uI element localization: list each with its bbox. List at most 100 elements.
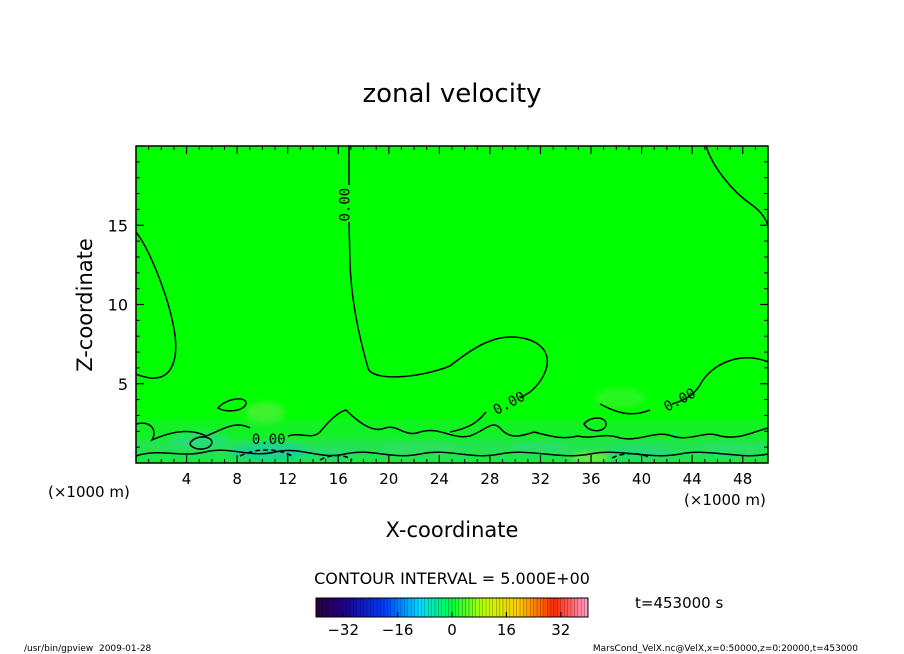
contour-left-lobe [136, 231, 177, 379]
colorbar-cell [537, 598, 541, 617]
colorbar-cell [533, 598, 538, 617]
x-units-left: (×1000 m) [48, 483, 130, 501]
x-tick-label: 4 [182, 470, 192, 488]
x-units-right: (×1000 m) [684, 491, 766, 509]
colorbar-cell [421, 598, 426, 617]
footer-left: /usr/bin/gpview 2009-01-28 [24, 644, 152, 654]
colorbar-cell [438, 598, 443, 617]
colorbar-cell [550, 598, 555, 617]
colorbar-cell [452, 598, 456, 617]
colorbar-cell [540, 598, 545, 617]
colorbar-cell [472, 598, 477, 617]
colorbar-cell [350, 598, 354, 617]
colorbar-tick-label: 0 [447, 621, 457, 639]
x-tick-label: 12 [278, 470, 297, 488]
colorbar-cell [377, 598, 381, 617]
colorbar-cell [414, 598, 419, 617]
contour-small-loop-2 [583, 417, 607, 432]
x-tick-label: 36 [581, 470, 600, 488]
colorbar-cell [363, 598, 368, 617]
colorbar-cell [411, 598, 415, 617]
colorbar-ticks: −32 −16 0 16 32 [327, 612, 570, 639]
chart-title: zonal velocity [362, 79, 541, 109]
colorbar-cell [506, 598, 511, 617]
colorbar-cell [431, 598, 436, 617]
colorbar-cell [329, 598, 334, 617]
contour-right-top [705, 146, 768, 229]
colorbar-cell [520, 598, 524, 617]
colorbar-cell [326, 598, 330, 617]
y-tick-label: 10 [108, 296, 128, 315]
contour-lines [136, 146, 768, 461]
colorbar-cell [564, 598, 568, 617]
colorbar-cell [346, 598, 351, 617]
colorbar-cell [479, 598, 483, 617]
y-axis-label: Z-coordinate [73, 238, 97, 372]
colorbar-cell [384, 598, 388, 617]
colorbar-cell [571, 598, 575, 617]
colorbar-cell [424, 598, 429, 617]
colorbar: −32 −16 0 16 32 [315, 597, 589, 639]
colorbar-cell [448, 598, 453, 617]
colorbar-cell [513, 598, 517, 617]
colorbar-cell [567, 598, 572, 617]
colorbar-cell [577, 598, 582, 617]
colorbar-cell [404, 598, 409, 617]
colorbar-cells [315, 598, 589, 617]
colorbar-cell [394, 598, 398, 617]
colorbar-cell [554, 598, 558, 617]
colorbar-cell [380, 598, 385, 617]
colorbar-tick-label: −32 [327, 621, 359, 639]
colorbar-cell [445, 598, 449, 617]
colorbar-cell [543, 598, 548, 617]
colorbar-cell [387, 598, 392, 617]
y-tick-label: 5 [118, 375, 128, 394]
contour-label: 0.00 [338, 188, 354, 222]
colorbar-cell [560, 598, 565, 617]
colorbar-cell [353, 598, 358, 617]
colorbar-cell [343, 598, 347, 617]
contour-small-loop-1 [216, 398, 247, 412]
contour-label-text: 0.00 [338, 188, 354, 222]
y-tick-label: 15 [108, 216, 128, 235]
colorbar-cell [475, 598, 480, 617]
colorbar-cell [356, 598, 361, 617]
colorbar-cell [516, 598, 521, 617]
colorbar-tick-label: 16 [497, 621, 516, 639]
colorbar-cell [482, 598, 487, 617]
x-tick-label: 8 [232, 470, 242, 488]
contour-label: 0.00 [252, 432, 286, 448]
colorbar-cell [322, 598, 327, 617]
colorbar-cell [390, 598, 395, 617]
footer-right: MarsCond_VelX.nc@VelX,x=0:50000,z=0:2000… [593, 644, 858, 654]
colorbar-cell [418, 598, 422, 617]
colorbar-cell [492, 598, 497, 617]
colorbar-cell [526, 598, 531, 617]
colorbar-cell [581, 598, 585, 617]
time-label: t=453000 s [635, 594, 723, 612]
colorbar-cell [333, 598, 337, 617]
colorbar-cell [435, 598, 439, 617]
plot-area: 0.000.000.00 0.00 [136, 146, 768, 463]
contour-surface-band [136, 409, 768, 442]
colorbar-cell [428, 598, 432, 617]
colorbar-cell [319, 598, 324, 617]
colorbar-cell [336, 598, 341, 617]
colorbar-cell [441, 598, 446, 617]
x-tick-label: 24 [430, 470, 449, 488]
x-tick-label: 48 [733, 470, 752, 488]
colorbar-cell [489, 598, 494, 617]
contour-zero-main [348, 146, 549, 433]
colorbar-cell [462, 598, 466, 617]
colorbar-cell [367, 598, 371, 617]
colorbar-cell [370, 598, 375, 617]
colorbar-cell [469, 598, 473, 617]
x-tick-label: 40 [632, 470, 651, 488]
colorbar-cell [407, 598, 412, 617]
contour-small-loop-3 [189, 436, 213, 450]
colorbar-cell [499, 598, 504, 617]
colorbar-cell [339, 598, 344, 617]
colorbar-tick-label: 32 [551, 621, 570, 639]
x-tick-label: 16 [329, 470, 348, 488]
